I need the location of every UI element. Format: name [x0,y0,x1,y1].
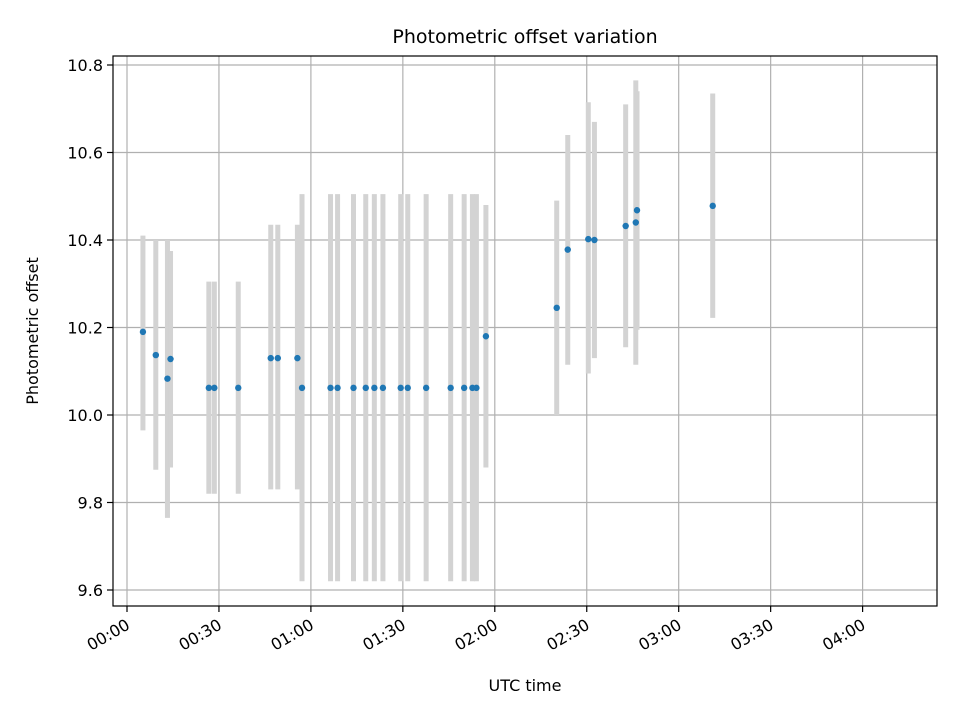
data-point [362,384,369,392]
y-tick-label: 10.0 [67,406,103,425]
y-tick-label: 9.8 [78,494,103,513]
x-tick-label: 00:00 [84,615,133,655]
error-bars [140,80,716,582]
x-axis-ticks: 00:00 00:30 01:00 01:30 02:00 02:30 03:00 03:30… [84,606,869,655]
y-axis-ticks: 9.6 9.8 10.0 10.2 10.4 10.6 10.8 [67,56,113,600]
data-point [622,222,629,230]
x-tick-label: 02:00 [451,615,500,655]
data-point [633,207,641,214]
plot-frame [112,55,938,607]
data-point [460,384,468,392]
data-point [298,384,306,392]
y-tick-label: 10.4 [67,231,103,250]
data-point [371,384,378,392]
data-point [294,354,301,362]
data-point [379,384,387,392]
x-axis-label: UTC time [489,676,562,695]
data-point [482,333,490,340]
data-point [152,351,160,359]
data-point [274,354,281,362]
y-tick-label: 10.6 [67,144,103,163]
data-point [167,355,174,363]
x-tick-label: 04:00 [819,615,868,655]
data-point [327,384,334,392]
chart-title: Photometric offset variation [392,26,657,48]
data-point [632,219,639,226]
y-axis-label: Photometric offset [23,257,42,405]
y-tick-label: 10.8 [67,56,103,75]
data-point [205,384,213,392]
data-point [473,384,480,392]
data-point [267,354,274,362]
data-point [422,384,430,392]
y-tick-label: 9.6 [78,581,103,600]
data-point [139,328,147,336]
x-tick-label: 03:00 [635,615,684,655]
data-point [211,384,218,392]
data-point [447,384,454,392]
data-point [334,384,341,392]
data-point [709,202,716,210]
data-point [397,384,404,392]
data-point [164,375,171,382]
x-tick-label: 03:30 [727,615,776,655]
data-point [404,384,411,392]
data-point [235,384,242,392]
data-points [139,202,716,392]
data-point [564,246,571,253]
x-tick-label: 01:30 [359,615,408,655]
x-tick-label: 01:00 [267,615,316,655]
data-point [591,236,598,244]
x-tick-label: 02:30 [543,615,592,655]
x-tick-label: 00:30 [176,615,225,655]
data-point [585,235,592,243]
data-point [553,304,560,312]
data-point [350,384,357,392]
y-tick-label: 10.2 [67,319,103,338]
